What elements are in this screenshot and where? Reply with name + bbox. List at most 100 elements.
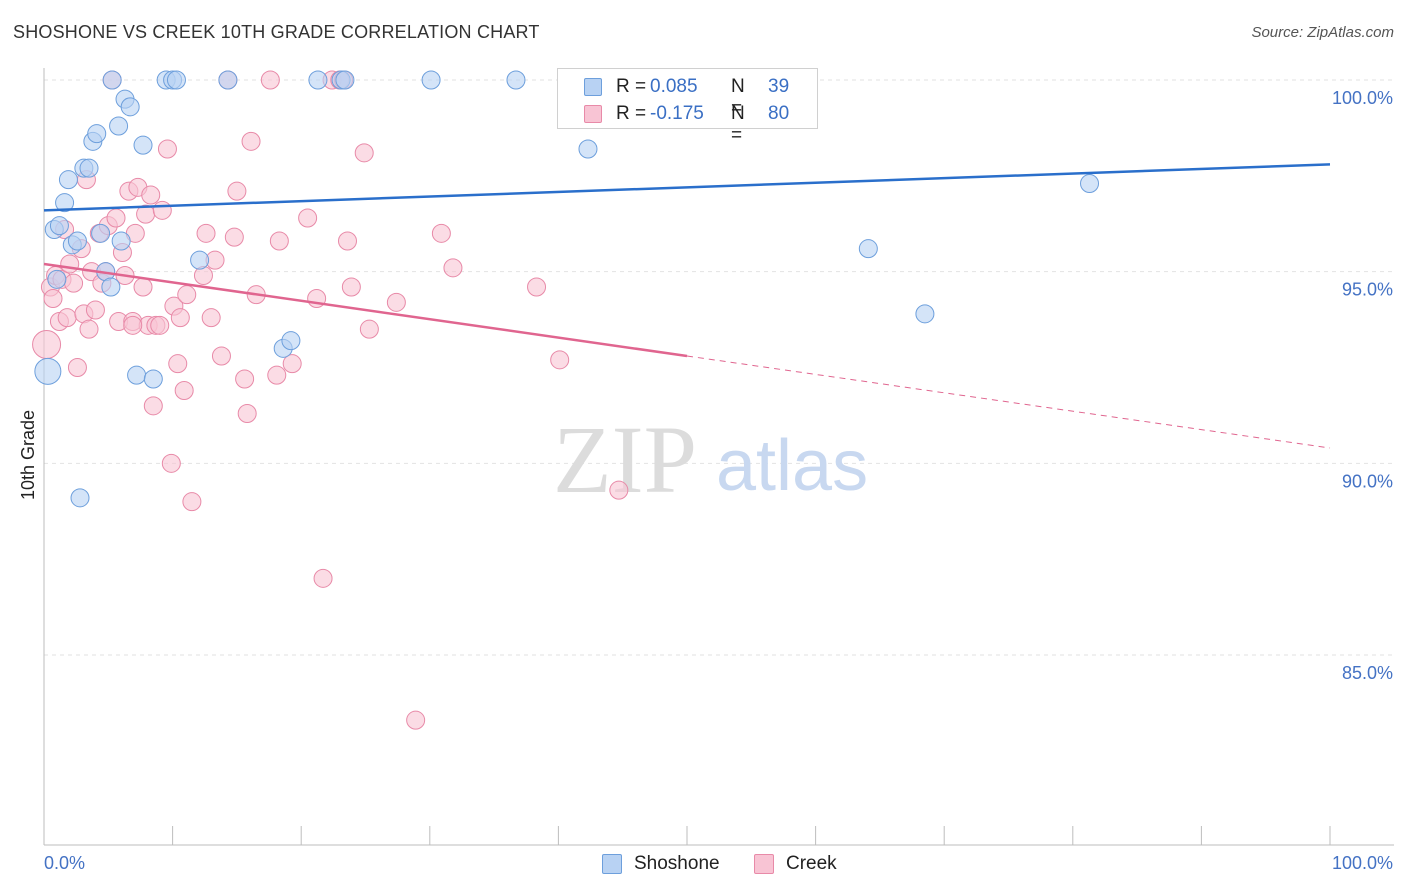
creek-point <box>313 568 333 588</box>
creek-swatch-icon <box>754 854 774 874</box>
chart-source: Source: ZipAtlas.com <box>1251 24 1394 41</box>
creek-point <box>337 231 357 251</box>
shoshone-point <box>101 277 121 297</box>
shoshone-point <box>578 139 598 159</box>
creek-point <box>298 208 318 228</box>
series-creek <box>32 70 629 730</box>
creek-point <box>161 453 181 473</box>
shoshone-point <box>281 331 301 351</box>
shoshone-point <box>58 170 78 190</box>
trend-layer <box>43 163 1331 449</box>
creek-point <box>168 354 188 374</box>
creek-point <box>133 277 153 297</box>
watermark: ZIP atlas <box>553 406 868 513</box>
creek-point <box>182 492 202 512</box>
creek-point <box>57 308 77 328</box>
shoshone-point <box>218 70 238 90</box>
creek-point <box>237 404 257 423</box>
creek-point <box>152 200 172 220</box>
creek-point <box>527 277 547 297</box>
shoshone-point <box>335 70 355 90</box>
creek-point <box>79 319 99 339</box>
creek-point <box>196 223 216 243</box>
creek-point <box>67 358 87 377</box>
shoshone-point <box>49 216 69 236</box>
shoshone-point <box>421 70 441 90</box>
shoshone-point <box>111 231 131 251</box>
legend-n-value: 80 <box>768 103 790 124</box>
trend-line-extension-creek <box>686 355 1331 449</box>
shoshone-point <box>34 357 62 385</box>
shoshone-point <box>91 223 111 243</box>
grid-layer <box>44 79 1394 656</box>
y-axis-label: 10th Grade <box>18 410 38 500</box>
creek-point <box>550 350 570 370</box>
creek-point <box>157 139 177 159</box>
x-tick-label: 100.0% <box>1332 853 1393 873</box>
creek-point <box>150 315 170 335</box>
y-tick-label: 85.0% <box>1342 663 1393 683</box>
shoshone-swatch-icon <box>584 78 602 96</box>
shoshone-point <box>55 193 75 213</box>
shoshone-point <box>506 70 526 90</box>
creek-point <box>609 480 629 500</box>
creek-point <box>235 369 255 389</box>
trend-line-creek <box>43 262 688 358</box>
creek-point <box>174 381 194 400</box>
creek-swatch-icon <box>584 105 602 123</box>
creek-point <box>406 710 426 730</box>
creek-point <box>267 365 287 385</box>
shoshone-point <box>1080 174 1100 193</box>
shoshone-swatch-icon <box>602 854 622 874</box>
legend-label-creek: Creek <box>786 853 837 874</box>
shoshone-point <box>70 488 90 508</box>
shoshone-point <box>109 116 129 136</box>
legend-n-value: 39 <box>768 76 790 97</box>
shoshone-point <box>87 124 107 144</box>
trend-line-shoshone <box>43 163 1331 212</box>
shoshone-point <box>143 369 163 389</box>
series-legend: Shoshone Creek <box>0 851 1406 879</box>
creek-point <box>241 131 261 151</box>
legend-r-label: R = <box>616 103 647 124</box>
shoshone-point <box>47 269 67 289</box>
shoshone-point <box>190 250 210 270</box>
legend-n-label: N = <box>731 76 745 119</box>
creek-point <box>341 277 361 297</box>
creek-point <box>354 143 374 163</box>
shoshone-point <box>915 304 935 324</box>
chart-title: SHOSHONE VS CREEK 10TH GRADE CORRELATION… <box>13 22 540 42</box>
axis-layer <box>43 68 1394 846</box>
creek-point <box>201 308 221 328</box>
shoshone-point <box>858 239 878 259</box>
creek-point <box>260 70 280 90</box>
legend-r-value: 0.085 <box>650 76 698 97</box>
creek-point <box>143 396 163 416</box>
shoshone-point <box>79 158 99 178</box>
shoshone-point <box>308 70 328 90</box>
creek-point <box>282 354 302 374</box>
creek-point <box>32 330 62 359</box>
legend-r-label: R = <box>616 76 647 97</box>
creek-point <box>386 292 406 312</box>
creek-point <box>224 227 244 247</box>
tick-layer: 100.0% 95.0% 90.0% 85.0% 0.0% 100.0% <box>43 88 1393 873</box>
correlation-legend: R = 0.085 N = 39 R = -0.175 N = 80 <box>557 68 818 146</box>
creek-point <box>211 346 231 366</box>
creek-point <box>227 181 247 201</box>
creek-point <box>85 300 105 320</box>
y-tick-label: 95.0% <box>1342 280 1393 300</box>
creek-point <box>170 308 190 328</box>
creek-point <box>43 289 63 308</box>
shoshone-point <box>133 135 153 155</box>
shoshone-point <box>102 70 122 90</box>
creek-point <box>141 185 161 205</box>
shoshone-point <box>120 97 140 117</box>
creek-point <box>106 208 126 228</box>
creek-point <box>269 231 289 251</box>
y-tick-label: 100.0% <box>1332 88 1393 108</box>
x-tick-label: 0.0% <box>44 853 85 873</box>
legend-n-label: N = <box>731 103 745 146</box>
creek-point <box>60 254 80 274</box>
